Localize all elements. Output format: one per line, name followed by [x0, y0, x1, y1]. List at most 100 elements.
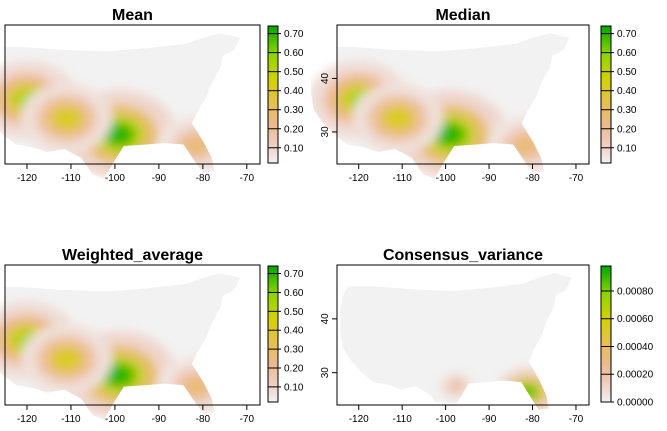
- panel-title: Weighted_average: [62, 247, 203, 264]
- legend-tick-label: 0.60: [284, 48, 304, 59]
- legend-tick-label: 0.00060: [617, 314, 654, 325]
- x-tick-label: -100: [105, 414, 125, 425]
- x-tick-label: -110: [61, 414, 81, 425]
- x-tick-label: -90: [482, 173, 497, 184]
- x-tick-label: -80: [196, 414, 211, 425]
- x-tick-label: -70: [569, 414, 584, 425]
- hotspot-texas-gulf-coast: [451, 382, 462, 391]
- legend-colorbar: [601, 266, 611, 402]
- map-raster: [340, 273, 572, 416]
- x-tick-label: -90: [482, 414, 497, 425]
- legend-border: [267, 265, 279, 403]
- x-tick-label: -120: [17, 414, 37, 425]
- legend-tick-label: 0.10: [284, 143, 304, 154]
- panel-consensus-variance: Consensus_variance -120 -110 -100 -90 -80 -70 3…: [320, 247, 654, 425]
- map-clip: [340, 273, 572, 416]
- x-tick-label: -70: [240, 414, 255, 425]
- legend-tick-label: 0.70: [284, 269, 304, 280]
- map-clip: [0, 33, 241, 180]
- plot-border: [336, 24, 590, 165]
- hotspot-south-florida: [519, 385, 537, 399]
- hotspot-layer: [0, 301, 236, 420]
- x-tick-label: -120: [17, 173, 37, 184]
- legend-tick-label: 0.30: [284, 105, 304, 116]
- legend: 0.10 0.20 0.30 0.40 0.50 0.60 0.70: [267, 265, 304, 403]
- panel-title: Mean: [112, 7, 153, 24]
- legend-tick-label: 0.10: [284, 382, 304, 393]
- hotspot-layer: [310, 60, 565, 180]
- y-tick-label: 40: [320, 313, 331, 325]
- x-tick-label: -80: [196, 173, 211, 184]
- legend-tick-label: 0.50: [284, 307, 304, 318]
- hotspot-southern-texas: [103, 363, 135, 388]
- x-tick-label: -70: [240, 173, 255, 184]
- plot-border: [336, 264, 590, 406]
- legend-tick-label: 0.70: [617, 29, 637, 40]
- map-raster: [0, 273, 241, 420]
- hotspot-florida-peninsula: [185, 378, 207, 395]
- x-tick-label: -80: [525, 173, 540, 184]
- legend-tick-label: 0.50: [617, 67, 637, 78]
- x-tick-label: -80: [525, 414, 540, 425]
- legend-tick-label: 0.40: [284, 86, 304, 97]
- legend-tick-label: 0.30: [284, 345, 304, 356]
- legend-tick-label: 0.20: [617, 124, 637, 135]
- legend: 0.00000 0.00020 0.00040 0.00060 0.00080: [600, 265, 654, 409]
- panel-mean: Mean -120 -110 -100 -90 -80 -70 0.10 0.20 0.30 0.4…: [0, 7, 304, 184]
- x-tick-label: -90: [152, 414, 167, 425]
- legend-tick-label: 0.60: [617, 48, 637, 59]
- x-tick-label: -120: [349, 414, 369, 425]
- legend-tick-label: 0.00020: [617, 370, 654, 381]
- y-tick-label: 30: [320, 367, 331, 379]
- legend-colorbar: [268, 266, 278, 402]
- hotspot-southern-arizona: [54, 349, 79, 369]
- x-tick-label: -100: [105, 173, 125, 184]
- legend-tick-label: 0.60: [284, 288, 304, 299]
- hotspot-southern-arizona: [385, 109, 411, 128]
- panel-weighted-average: Weighted_average -120 -110 -100 -90 -80 -70 0.1…: [0, 247, 304, 425]
- map-raster: [310, 33, 570, 180]
- legend-tick-label: 0.00040: [617, 342, 654, 353]
- map-clip: [310, 33, 570, 180]
- x-tick-label: -70: [569, 173, 584, 184]
- legend-tick-label: 0.00080: [617, 286, 654, 297]
- x-tick-label: -100: [436, 173, 456, 184]
- panel-grid: Mean -120 -110 -100 -90 -80 -70 0.10 0.20 0.30 0.4…: [0, 7, 654, 425]
- panel-title: Median: [435, 7, 490, 24]
- x-tick-label: -110: [393, 414, 413, 425]
- legend: 0.10 0.20 0.30 0.40 0.50 0.60 0.70: [267, 25, 304, 164]
- hotspot-southern-arizona: [54, 109, 79, 128]
- x-tick-label: -110: [61, 173, 81, 184]
- x-tick-label: -110: [393, 173, 413, 184]
- legend-tick-label: 0.70: [284, 29, 304, 40]
- legend-tick-label: 0.10: [617, 143, 637, 154]
- legend-border: [267, 25, 279, 164]
- legend: 0.10 0.20 0.30 0.40 0.50 0.60 0.70: [600, 25, 637, 164]
- y-tick-label: 30: [320, 126, 331, 138]
- legend-colorbar: [268, 26, 278, 163]
- x-tick-label: -90: [152, 173, 167, 184]
- plot-border: [4, 24, 261, 165]
- hotspot-southern-texas: [434, 122, 466, 147]
- panel-title: Consensus_variance: [383, 247, 543, 264]
- legend-tick-label: 0.40: [284, 326, 304, 337]
- legend-tick-label: 0.50: [284, 67, 304, 78]
- legend-colorbar: [601, 26, 611, 163]
- hotspot-florida-peninsula: [185, 137, 207, 154]
- hotspot-florida-peninsula: [515, 137, 537, 154]
- x-tick-label: -100: [436, 414, 456, 425]
- y-tick-label: 40: [320, 72, 331, 84]
- legend-border: [600, 25, 612, 164]
- legend-tick-label: 0.20: [284, 124, 304, 135]
- legend-tick-label: 0.20: [284, 364, 304, 375]
- hotspot-southern-texas: [103, 122, 135, 147]
- plot-border: [4, 264, 261, 406]
- legend-tick-label: 0.00000: [617, 398, 654, 409]
- panel-median: Median-120 -110 -100 -90 -80 -7030400.100.200…: [310, 7, 637, 184]
- legend-tick-label: 0.40: [617, 86, 637, 97]
- x-tick-label: -120: [349, 173, 369, 184]
- legend-tick-label: 0.30: [617, 105, 637, 116]
- map-clip: [0, 273, 241, 420]
- map-raster: [0, 33, 241, 180]
